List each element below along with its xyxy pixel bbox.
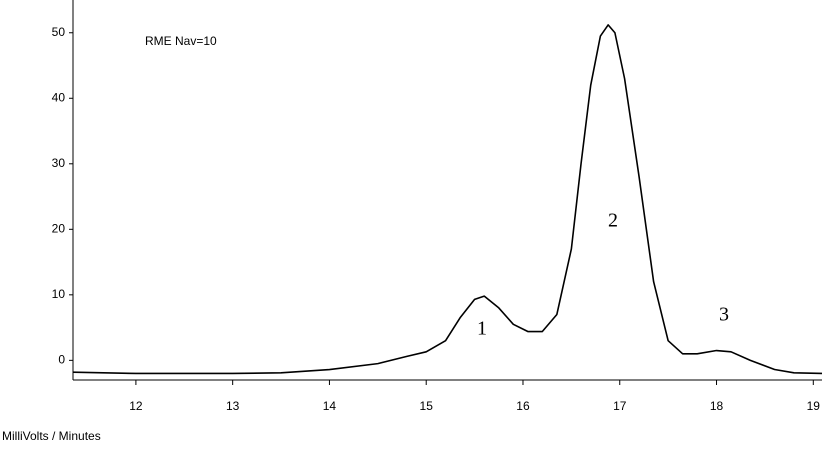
peak-label: 1	[477, 318, 487, 340]
x-tick-label: 15	[420, 399, 434, 413]
annotation: RME Nav=10	[145, 34, 217, 48]
y-tick-label: 50	[52, 25, 66, 39]
x-tick-label: 12	[129, 399, 143, 413]
x-tick-label: 16	[516, 399, 530, 413]
x-tick-label: 18	[710, 399, 724, 413]
peak-label: 2	[608, 210, 618, 232]
x-tick-label: 19	[807, 399, 821, 413]
y-tick-label: 20	[52, 221, 66, 235]
axis-label: MilliVolts / Minutes	[2, 429, 101, 443]
y-tick-label: 30	[52, 156, 66, 170]
y-tick-label: 0	[58, 353, 65, 367]
y-tick-label: 10	[52, 287, 66, 301]
peak-label: 3	[719, 304, 729, 326]
trace	[72, 24, 823, 375]
x-tick-label: 13	[226, 399, 240, 413]
x-tick-label: 17	[613, 399, 627, 413]
y-tick-label: 40	[52, 90, 66, 104]
x-tick-label: 14	[323, 399, 337, 413]
